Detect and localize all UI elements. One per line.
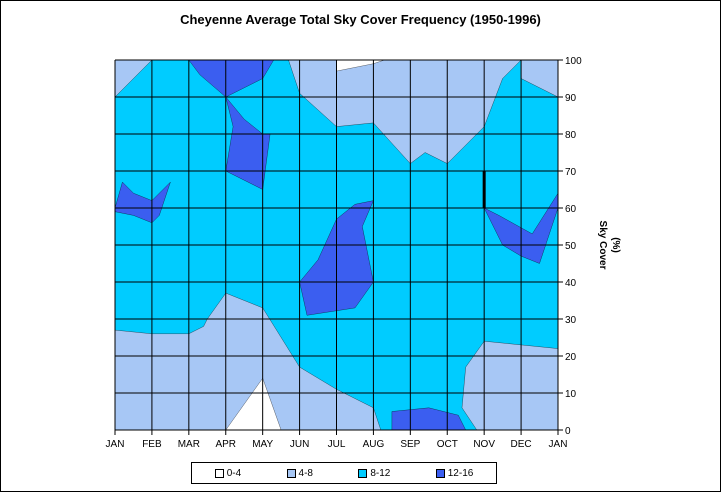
- y-tick-label: 0: [565, 426, 571, 437]
- y-tick-label: 70: [565, 167, 577, 178]
- y-tick-label: 80: [565, 130, 577, 141]
- x-tick-label: DEC: [511, 439, 532, 450]
- x-tick-label: OCT: [437, 439, 458, 450]
- x-tick-label: AUG: [363, 439, 385, 450]
- y-tick-label: 30: [565, 315, 577, 326]
- x-tick-label: JAN: [549, 439, 568, 450]
- y-tick-label: 50: [565, 241, 577, 252]
- x-tick-label: JUN: [290, 439, 309, 450]
- x-tick-label: MAY: [252, 439, 273, 450]
- x-tick-label: SEP: [400, 439, 420, 450]
- legend: 0-4 4-8 8-12 12-16: [191, 462, 497, 484]
- legend-label: 4-8: [298, 467, 313, 479]
- region-4-8-2: [461, 341, 559, 431]
- y-axis-label: Sky Cover (%): [597, 221, 621, 270]
- legend-label: 12-16: [447, 467, 474, 479]
- legend-item-12-16: 12-16: [435, 467, 474, 479]
- y-tick-label: 100: [565, 56, 582, 67]
- y-tick-label: 90: [565, 93, 577, 104]
- legend-swatch: [435, 468, 445, 478]
- plot-grid: [114, 59, 563, 435]
- x-tick-label: MAR: [178, 439, 200, 450]
- y-axis-tick-labels: 0 10 20 30 40 50 60 70 80 90 100: [565, 56, 582, 437]
- legend-label: 0-4: [226, 467, 242, 479]
- legend-item-8-12: 8-12: [358, 468, 390, 479]
- legend-swatch: [358, 468, 368, 478]
- x-tick-label: JUL: [328, 439, 346, 450]
- x-tick-label: APR: [215, 439, 236, 450]
- region-12-16-9: [114, 181, 171, 223]
- legend-item-0-4: 0-4: [214, 467, 242, 479]
- legend-swatch: [286, 468, 296, 478]
- y-tick-label: 60: [565, 204, 577, 215]
- x-axis-tick-labels: JAN FEB MAR APR MAY JUN JUL AUG SEP OCT NOV DEC JAN: [106, 439, 568, 450]
- legend-item-4-8: 4-8: [286, 467, 313, 479]
- legend-swatch: [214, 468, 224, 478]
- y-tick-label: 10: [565, 389, 577, 400]
- x-tick-label: NOV: [473, 439, 495, 450]
- legend-label: 8-12: [370, 467, 391, 479]
- y-tick-label: 20: [565, 352, 577, 363]
- region-4-8-4: [288, 59, 522, 164]
- chart-title: Cheyenne Average Total Sky Cover Frequen…: [180, 12, 541, 27]
- x-tick-label: FEB: [142, 439, 162, 450]
- y-tick-label: 40: [565, 278, 577, 289]
- x-tick-label: JAN: [106, 439, 125, 450]
